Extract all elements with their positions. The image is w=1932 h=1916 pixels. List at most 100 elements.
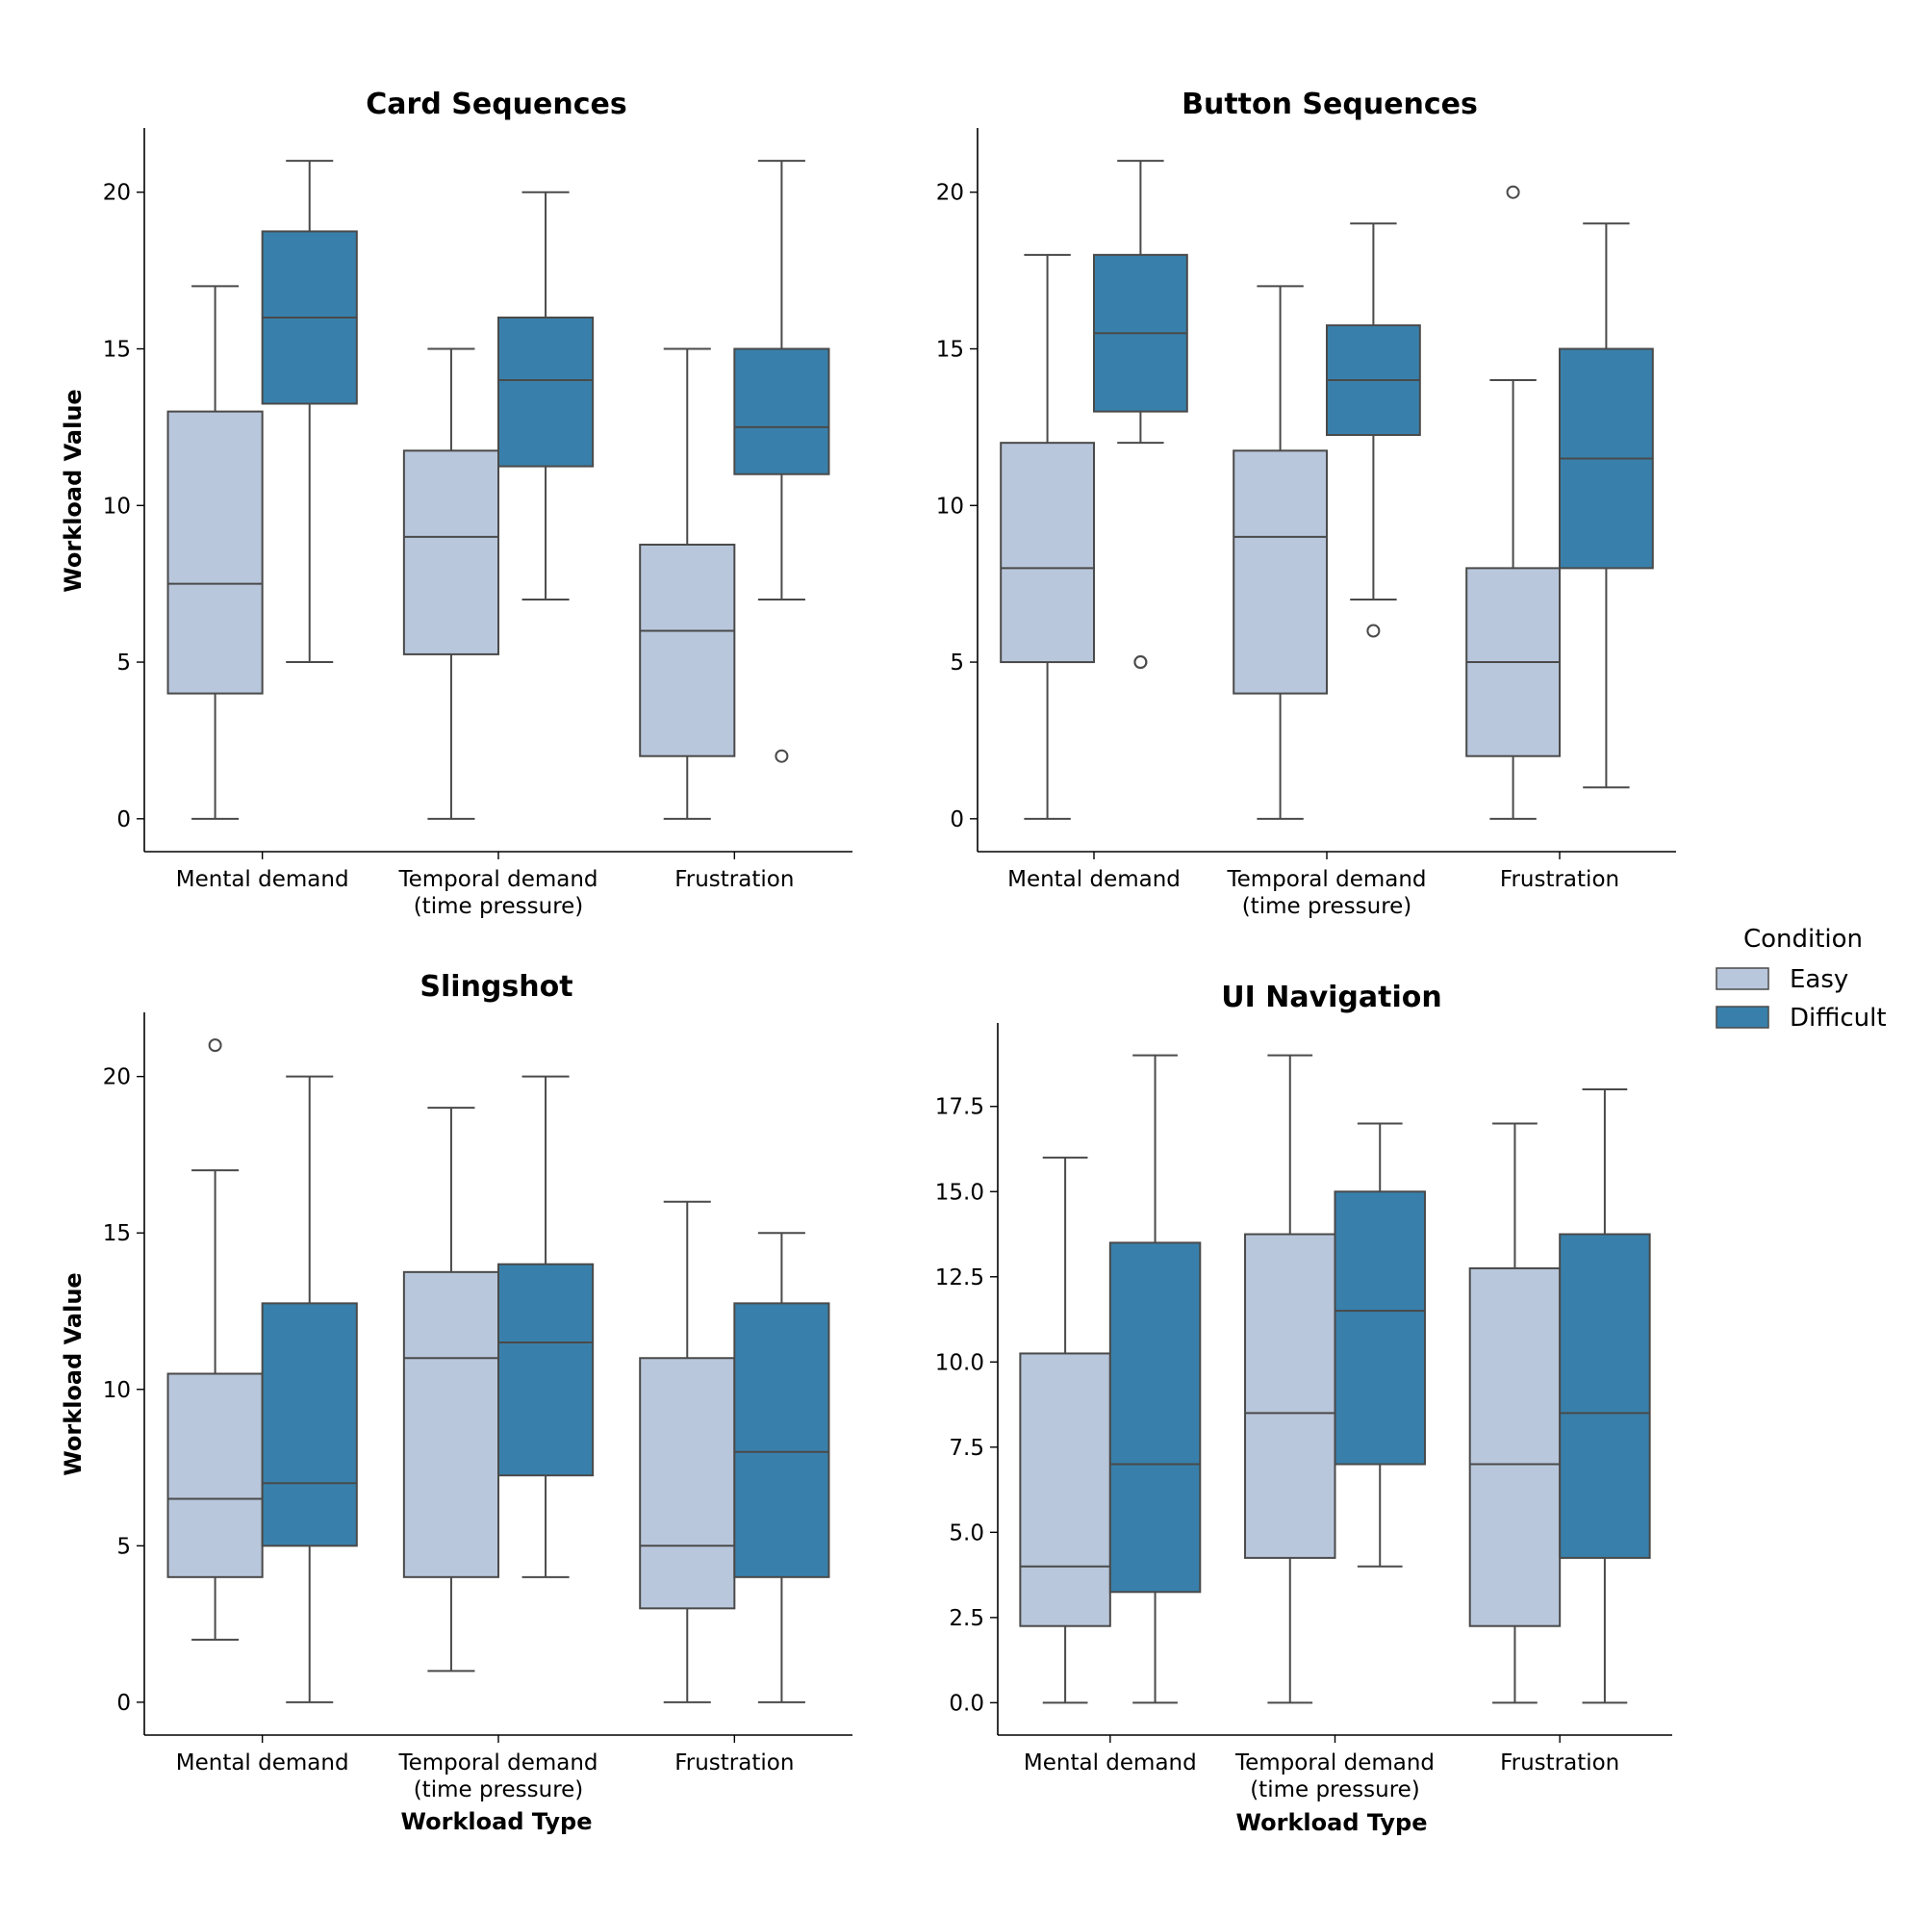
y-tick-label: 7.5 bbox=[949, 1436, 984, 1461]
panel-title: UI Navigation bbox=[1221, 981, 1441, 1014]
x-tick-label: Frustration bbox=[1500, 1750, 1619, 1775]
box-difficult bbox=[1108, 1054, 1202, 1704]
iqr-box bbox=[1334, 1190, 1426, 1466]
y-tick-label: 0 bbox=[116, 807, 131, 832]
box-easy bbox=[639, 347, 736, 820]
iqr-box bbox=[1019, 1352, 1111, 1627]
box-difficult bbox=[261, 160, 358, 664]
box-easy bbox=[639, 1200, 736, 1703]
y-tick-label: 20 bbox=[103, 1065, 131, 1090]
iqr-box bbox=[1108, 1241, 1202, 1594]
box-difficult bbox=[733, 1232, 830, 1703]
iqr-box bbox=[166, 1372, 264, 1578]
box-easy bbox=[1019, 1156, 1111, 1704]
y-tick-label: 5 bbox=[116, 651, 131, 676]
iqr-box bbox=[1559, 1233, 1651, 1559]
panel-title: Card Sequences bbox=[366, 88, 626, 121]
y-tick-label: 10 bbox=[103, 1378, 131, 1403]
y-tick-label: 15 bbox=[103, 1221, 131, 1246]
box-difficult bbox=[1334, 1122, 1426, 1568]
outlier-point bbox=[1133, 655, 1148, 670]
box-easy bbox=[1000, 253, 1095, 820]
box-easy bbox=[1233, 285, 1328, 820]
panel-card-sequences: Card Sequences Workload Value 0 5 10 15 20 Me… bbox=[60, 88, 852, 919]
x-tick-label: Temporal demand bbox=[397, 1750, 597, 1775]
x-tick-label: Mental demand bbox=[176, 867, 349, 892]
iqr-box bbox=[733, 347, 830, 475]
y-tick-label: 20 bbox=[936, 181, 964, 206]
iqr-box bbox=[402, 1270, 499, 1578]
iqr-box bbox=[1244, 1233, 1336, 1559]
x-axis-title: Workload Type bbox=[1236, 1809, 1428, 1836]
x-tick-label: Temporal demand bbox=[1234, 1750, 1435, 1775]
y-tick-label: 10.0 bbox=[935, 1350, 984, 1375]
outlier-point bbox=[1506, 185, 1520, 199]
panel-ui-navigation: UI Navigation Workload Type 0.0 2.5 5.0 7.5… bbox=[935, 981, 1672, 1836]
iqr-box bbox=[497, 316, 595, 468]
box-easy bbox=[402, 347, 499, 820]
y-tick-label: 10 bbox=[103, 494, 131, 519]
x-tick-label: Mental demand bbox=[176, 1750, 349, 1775]
x-tick-label: (time pressure) bbox=[1242, 894, 1412, 919]
box-easy bbox=[166, 285, 264, 820]
iqr-box bbox=[402, 449, 499, 655]
iqr-box bbox=[497, 1263, 595, 1477]
y-tick-label: 5 bbox=[116, 1534, 131, 1559]
box-difficult bbox=[733, 160, 830, 763]
y-tick-label: 5.0 bbox=[949, 1520, 984, 1546]
y-axis-title: Workload Value bbox=[60, 389, 87, 592]
iqr-box bbox=[639, 1357, 736, 1610]
panel-slingshot: Slingshot Workload Value Workload Type 0… bbox=[60, 970, 852, 1835]
y-tick-label: 17.5 bbox=[935, 1095, 984, 1120]
y-tick-label: 10 bbox=[936, 494, 964, 519]
outlier-point bbox=[775, 749, 789, 763]
y-tick-label: 2.5 bbox=[949, 1606, 984, 1631]
iqr-box bbox=[1468, 1266, 1562, 1627]
legend-swatch-difficult bbox=[1716, 1006, 1769, 1029]
x-tick-label: (time pressure) bbox=[414, 1777, 584, 1802]
y-tick-label: 15 bbox=[103, 338, 131, 363]
box-easy bbox=[1244, 1054, 1336, 1704]
x-tick-label: Mental demand bbox=[1007, 867, 1181, 892]
box-difficult bbox=[1559, 222, 1654, 789]
box-difficult bbox=[261, 1075, 358, 1703]
iqr-box bbox=[1000, 442, 1095, 664]
legend-label-easy: Easy bbox=[1790, 965, 1848, 994]
x-tick-label: Frustration bbox=[674, 1750, 794, 1775]
box-difficult bbox=[1559, 1088, 1651, 1704]
x-tick-label: (time pressure) bbox=[414, 894, 584, 919]
box-difficult bbox=[497, 191, 595, 600]
x-tick-label: Temporal demand bbox=[1226, 867, 1426, 892]
box-easy bbox=[402, 1107, 499, 1673]
y-tick-label: 15.0 bbox=[935, 1180, 984, 1205]
outlier-point bbox=[1366, 624, 1381, 638]
box-difficult bbox=[1326, 222, 1421, 638]
box-easy bbox=[1468, 1122, 1562, 1704]
iqr-box bbox=[1233, 449, 1328, 695]
panel-title: Button Sequences bbox=[1182, 88, 1478, 121]
x-tick-label: Frustration bbox=[1500, 867, 1619, 892]
y-tick-label: 5 bbox=[950, 651, 964, 676]
iqr-box bbox=[733, 1302, 830, 1578]
box-easy bbox=[166, 1038, 264, 1641]
legend-swatch-easy bbox=[1716, 967, 1769, 990]
box-difficult bbox=[1093, 160, 1188, 670]
y-tick-label: 0 bbox=[116, 1691, 131, 1716]
y-tick-label: 15 bbox=[936, 338, 964, 363]
x-tick-label: (time pressure) bbox=[1250, 1777, 1420, 1802]
legend: Condition Easy Difficult bbox=[1716, 925, 1887, 1033]
x-tick-label: Mental demand bbox=[1024, 1750, 1197, 1775]
panel-title: Slingshot bbox=[419, 970, 572, 1004]
legend-title: Condition bbox=[1743, 925, 1863, 954]
x-tick-label: Temporal demand bbox=[397, 867, 597, 892]
panel-button-sequences: Button Sequences 0 5 10 15 20 Mental demand Te… bbox=[936, 88, 1676, 919]
x-tick-label: Frustration bbox=[674, 867, 794, 892]
x-axis-title: Workload Type bbox=[401, 1808, 593, 1835]
iqr-box bbox=[261, 1302, 358, 1547]
outlier-point bbox=[208, 1038, 222, 1053]
iqr-box bbox=[166, 410, 264, 695]
y-tick-label: 0.0 bbox=[949, 1691, 984, 1716]
box-difficult bbox=[497, 1075, 595, 1578]
iqr-box bbox=[639, 543, 736, 757]
